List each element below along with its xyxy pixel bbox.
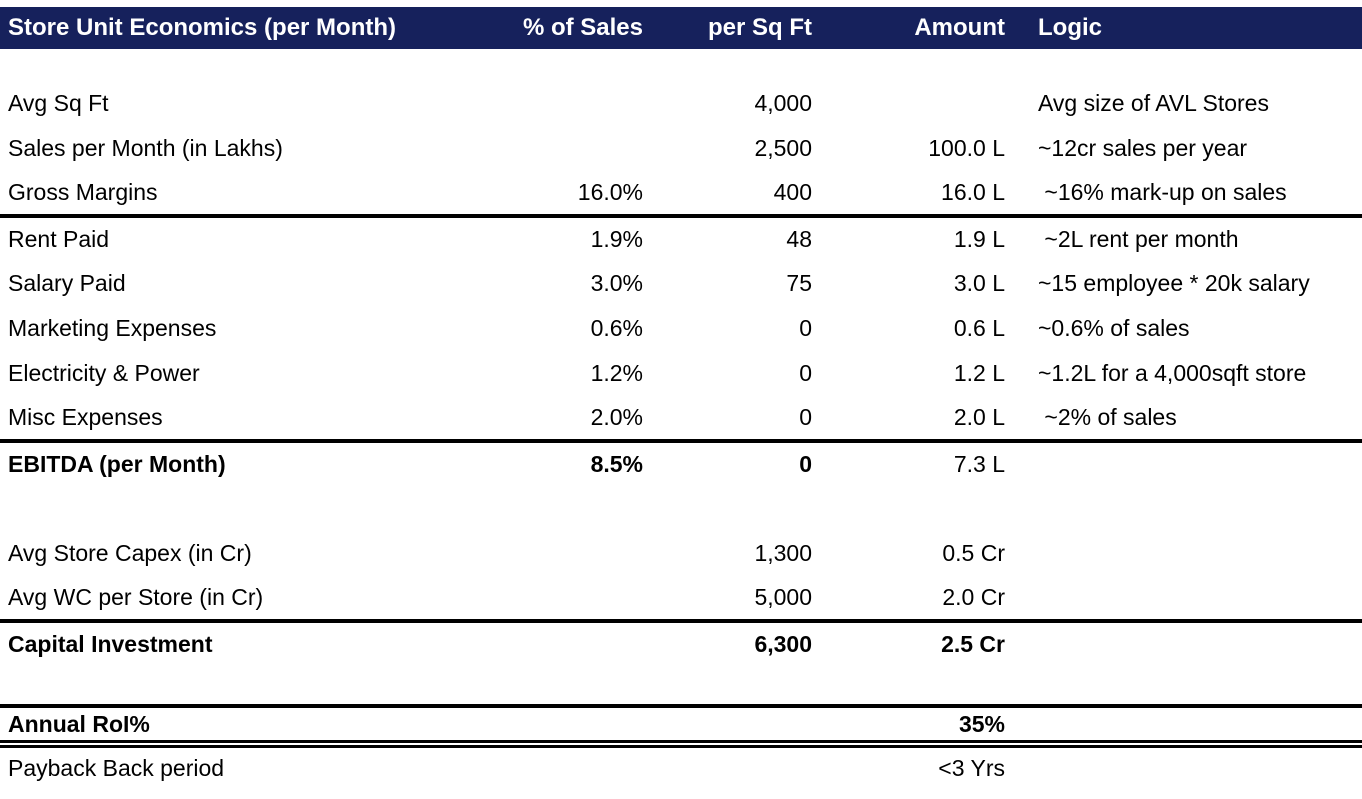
amount-value: 0.6 L (953, 315, 1005, 341)
sqft-value: 0 (799, 315, 812, 341)
pct-value (505, 621, 643, 666)
pct-value (505, 576, 643, 623)
row-label: Annual RoI% (0, 704, 505, 748)
row-label: Payback Back period (8, 754, 225, 781)
row-label: Capital Investment (8, 631, 213, 657)
table-row-avg-wc-per-store: Avg WC per Store (in Cr) 5,000 2.0 Cr (0, 576, 1362, 623)
row-label: Gross Margins (0, 171, 505, 218)
amount-value: 16.0 L (812, 171, 1005, 218)
row-label: EBITDA (per Month) (8, 451, 226, 477)
amount-value: 3.0 L (953, 270, 1005, 296)
amount-value: 2.5 Cr (941, 631, 1005, 657)
pct-value: 8.5% (590, 451, 643, 477)
header-per-sq-ft: per Sq Ft (707, 14, 812, 41)
pct-value: 0.6% (590, 315, 643, 341)
logic-value: ~16% mark-up on sales (1005, 171, 1362, 218)
table-row-payback-period: Payback Back period <3 Yrs (0, 744, 1362, 788)
spacer-row (0, 49, 1362, 81)
logic-value: ~2L rent per month (1038, 226, 1239, 252)
header-logic: Logic (1038, 14, 1102, 41)
pct-value (505, 81, 643, 126)
logic-value: ~12cr sales per year (1038, 135, 1248, 161)
table-row-rent-paid: Rent Paid 1.9% 48 1.9 L ~2L rent per mon… (0, 216, 1362, 261)
table-row-avg-sq-ft: Avg Sq Ft 4,000 Avg size of AVL Stores (0, 81, 1362, 126)
sqft-value: 4,000 (754, 90, 812, 116)
amount-value: <3 Yrs (938, 754, 1005, 781)
amount-value (812, 81, 1005, 126)
row-label: Marketing Expenses (8, 315, 217, 341)
row-label: Avg WC per Store (in Cr) (0, 576, 505, 623)
row-label: Sales per Month (in Lakhs) (8, 135, 283, 161)
pct-value (505, 744, 643, 788)
logic-value: ~0.6% of sales (1038, 315, 1190, 341)
pct-value: 1.2% (590, 360, 643, 386)
pct-value (505, 704, 643, 748)
pct-value (505, 126, 643, 171)
row-label: Misc Expenses (0, 396, 505, 443)
table-row-marketing-expenses: Marketing Expenses 0.6% 0 0.6 L ~0.6% of… (0, 306, 1362, 351)
logic-value: ~15 employee * 20k salary (1038, 270, 1310, 296)
amount-value: 1.9 L (953, 226, 1005, 252)
spacer-row (0, 666, 1362, 706)
sqft-value: 0 (643, 396, 812, 443)
table-row-annual-roi: Annual RoI% 35% (0, 704, 1362, 748)
sqft-value: 6,300 (754, 631, 812, 657)
amount-value: 0.5 Cr (942, 540, 1005, 566)
pct-value (505, 531, 643, 576)
logic-value (1005, 441, 1362, 486)
row-label: Salary Paid (8, 270, 126, 296)
logic-value (1005, 744, 1362, 788)
logic-value (1005, 621, 1362, 666)
logic-value: ~2% of sales (1005, 396, 1362, 443)
row-label: Avg Store Capex (in Cr) (8, 540, 252, 566)
pct-value: 2.0% (505, 396, 643, 443)
logic-value (1005, 576, 1362, 623)
pct-value: 1.9% (590, 226, 643, 252)
sqft-value: 1,300 (754, 540, 812, 566)
amount-value: 2.0 L (812, 396, 1005, 443)
amount-value: 2.0 Cr (812, 576, 1005, 623)
sqft-value: 48 (786, 226, 812, 252)
table-row-gross-margins: Gross Margins 16.0% 400 16.0 L ~16% mark… (0, 171, 1362, 218)
amount-value: 100.0 L (928, 135, 1005, 161)
sqft-value (643, 704, 812, 748)
spacer-row (0, 486, 1362, 531)
table-header-row: Store Unit Economics (per Month) % of Sa… (0, 7, 1362, 49)
sqft-value: 0 (799, 451, 812, 477)
table-row-misc-expenses: Misc Expenses 2.0% 0 2.0 L ~2% of sales (0, 396, 1362, 443)
logic-value (1005, 531, 1362, 576)
logic-value: ~1.2L for a 4,000sqft store (1038, 360, 1307, 386)
sqft-value: 0 (799, 360, 812, 386)
header-pct-of-sales: % of Sales (522, 14, 643, 41)
sqft-value (643, 744, 812, 788)
sqft-value: 400 (643, 171, 812, 218)
sqft-value: 5,000 (643, 576, 812, 623)
row-label: Avg Sq Ft (8, 90, 109, 116)
logic-value: Avg size of AVL Stores (1038, 90, 1269, 116)
header-title: Store Unit Economics (per Month) (8, 14, 397, 41)
amount-value: 1.2 L (953, 360, 1005, 386)
table-row-avg-store-capex: Avg Store Capex (in Cr) 1,300 0.5 Cr (0, 531, 1362, 576)
row-label: Rent Paid (8, 226, 110, 252)
pct-value: 3.0% (590, 270, 643, 296)
header-amount: Amount (914, 14, 1005, 41)
table-row-electricity-power: Electricity & Power 1.2% 0 1.2 L ~1.2L f… (0, 351, 1362, 396)
table-row-salary-paid: Salary Paid 3.0% 75 3.0 L ~15 employee *… (0, 261, 1362, 306)
table-row-capital-investment: Capital Investment 6,300 2.5 Cr (0, 621, 1362, 666)
logic-value (1005, 704, 1362, 748)
table-row-ebitda: EBITDA (per Month) 8.5% 0 7.3 L (0, 441, 1362, 486)
pct-value: 16.0% (505, 171, 643, 218)
sqft-value: 2,500 (754, 135, 812, 161)
row-label: Electricity & Power (8, 360, 200, 386)
sqft-value: 75 (786, 270, 812, 296)
store-unit-economics-table: Store Unit Economics (per Month) % of Sa… (0, 7, 1362, 788)
table-row-sales-per-month: Sales per Month (in Lakhs) 2,500 100.0 L… (0, 126, 1362, 171)
amount-value: 35% (812, 704, 1005, 748)
amount-value: 7.3 L (953, 451, 1005, 477)
